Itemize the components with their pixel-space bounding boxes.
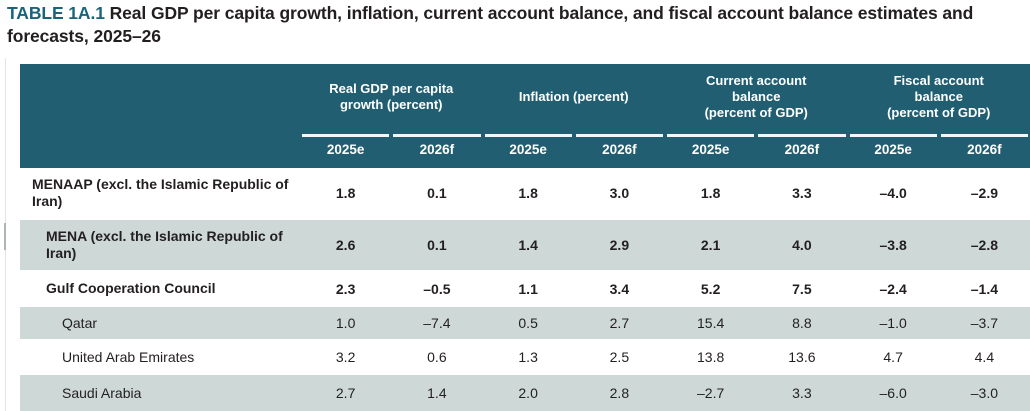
row-label: MENA (excl. the Islamic Republic of Iran… xyxy=(46,228,283,261)
column-header-2026f: 2026f xyxy=(574,130,665,168)
data-table: Real GDP per capita growth (percent) Inf… xyxy=(20,64,1030,411)
cell-value: 4.0 xyxy=(792,237,812,253)
cell-value: 0.1 xyxy=(427,237,447,253)
table-number: TABLE 1A.1 xyxy=(7,3,105,23)
cell-value: 13.6 xyxy=(788,349,816,365)
table-row: United Arab Emirates 3.2 0.6 1.3 2.5 13.… xyxy=(20,341,1030,375)
table-row: Qatar 1.0 –7.4 0.5 2.7 15.4 8.8 –1.0 –3.… xyxy=(20,307,1030,341)
cell-value: 2.8 xyxy=(609,385,630,401)
column-header-2025e: 2025e xyxy=(848,130,939,168)
cell-value: 1.0 xyxy=(335,315,356,331)
table-title: TABLE 1A.1 Real GDP per capita growth, i… xyxy=(7,2,1023,48)
cell-value: 2.9 xyxy=(609,237,630,253)
cell-value: –4.0 xyxy=(879,185,907,201)
cell-value: 2.1 xyxy=(700,237,721,253)
cell-value: 3.2 xyxy=(335,349,356,365)
table-row: Saudi Arabia 2.7 1.4 2.0 2.8 –2.7 3.3 –6… xyxy=(20,375,1030,411)
column-group-inflation: Inflation (percent) xyxy=(518,89,629,104)
cell-value: –1.0 xyxy=(879,315,907,331)
cell-value: 2.5 xyxy=(609,349,630,365)
table-row: MENAAP (excl. the Islamic Republic of Ir… xyxy=(20,168,1030,220)
column-group-real-gdp: Real GDP per capita growth (percent) xyxy=(329,81,454,112)
cell-value: 0.1 xyxy=(427,185,447,201)
cell-value: 1.8 xyxy=(700,185,721,201)
cell-value: 2.0 xyxy=(518,385,538,401)
row-label: United Arab Emirates xyxy=(62,348,195,365)
cell-value: –2.4 xyxy=(879,280,907,297)
cell-value: –3.0 xyxy=(970,385,998,401)
cell-value: 13.8 xyxy=(697,349,725,365)
cell-value: 7.5 xyxy=(792,280,812,297)
cell-value: –1.4 xyxy=(970,280,998,297)
cell-value: 2.7 xyxy=(335,385,356,401)
cell-value: –3.7 xyxy=(970,315,998,331)
cell-value: 3.3 xyxy=(792,385,812,401)
cell-value: 4.4 xyxy=(974,349,995,365)
column-header-2025e: 2025e xyxy=(300,130,391,168)
page-edge-mark xyxy=(4,223,6,250)
cell-value: 4.7 xyxy=(883,349,903,365)
row-label: Saudi Arabia xyxy=(62,384,142,401)
column-header-2026f: 2026f xyxy=(939,130,1030,168)
cell-value: 2.3 xyxy=(335,280,356,297)
row-label: Qatar xyxy=(62,314,98,331)
cell-value: 1.8 xyxy=(518,185,538,201)
cell-value: 3.3 xyxy=(792,185,812,201)
table-row: MENA (excl. the Islamic Republic of Iran… xyxy=(20,220,1030,272)
cell-value: 2.7 xyxy=(609,315,630,331)
cell-value: –2.7 xyxy=(697,385,725,401)
header-spacer xyxy=(20,130,300,168)
cell-value: 0.5 xyxy=(518,315,538,331)
cell-value: –2.9 xyxy=(970,185,998,201)
cell-value: 15.4 xyxy=(697,315,725,331)
table-row: Gulf Cooperation Council 2.3 –0.5 1.1 3.… xyxy=(20,272,1030,307)
cell-value: 1.4 xyxy=(518,237,538,253)
header-spacer xyxy=(20,64,300,130)
cell-value: 1.1 xyxy=(518,280,538,297)
row-label: MENAAP (excl. the Islamic Republic of Ir… xyxy=(32,176,289,209)
cell-value: 3.4 xyxy=(609,280,630,297)
cell-value: –0.5 xyxy=(423,280,451,297)
column-header-2026f: 2026f xyxy=(756,130,847,168)
cell-value: –7.4 xyxy=(423,315,451,331)
table-header: Real GDP per capita growth (percent) Inf… xyxy=(20,64,1030,168)
cell-value: 1.4 xyxy=(427,385,447,401)
cell-value: 2.6 xyxy=(335,237,356,253)
cell-value: –3.8 xyxy=(879,237,907,253)
cell-value: 1.8 xyxy=(335,185,356,201)
cell-value: 8.8 xyxy=(792,315,812,331)
column-subheader-row: 2025e 2026f 2025e 2026f 2025e 2026f 2025… xyxy=(20,130,1030,168)
column-group-current-account: Current account balance (percent of GDP) xyxy=(704,73,808,120)
table-title-text: Real GDP per capita growth, inflation, c… xyxy=(7,3,974,46)
column-header-2026f: 2026f xyxy=(391,130,482,168)
column-group-fiscal-account: Fiscal account balance (percent of GDP) xyxy=(887,73,991,120)
cell-value: 5.2 xyxy=(700,280,721,297)
column-header-2025e: 2025e xyxy=(665,130,756,168)
cell-value: –6.0 xyxy=(879,385,907,401)
cell-value: 0.6 xyxy=(427,349,447,365)
cell-value: 3.0 xyxy=(609,185,630,201)
column-group-row: Real GDP per capita growth (percent) Inf… xyxy=(20,64,1030,130)
cell-value: 1.3 xyxy=(518,349,538,365)
cell-value: –2.8 xyxy=(970,237,998,253)
row-label: Gulf Cooperation Council xyxy=(46,280,216,296)
column-header-2025e: 2025e xyxy=(483,130,574,168)
